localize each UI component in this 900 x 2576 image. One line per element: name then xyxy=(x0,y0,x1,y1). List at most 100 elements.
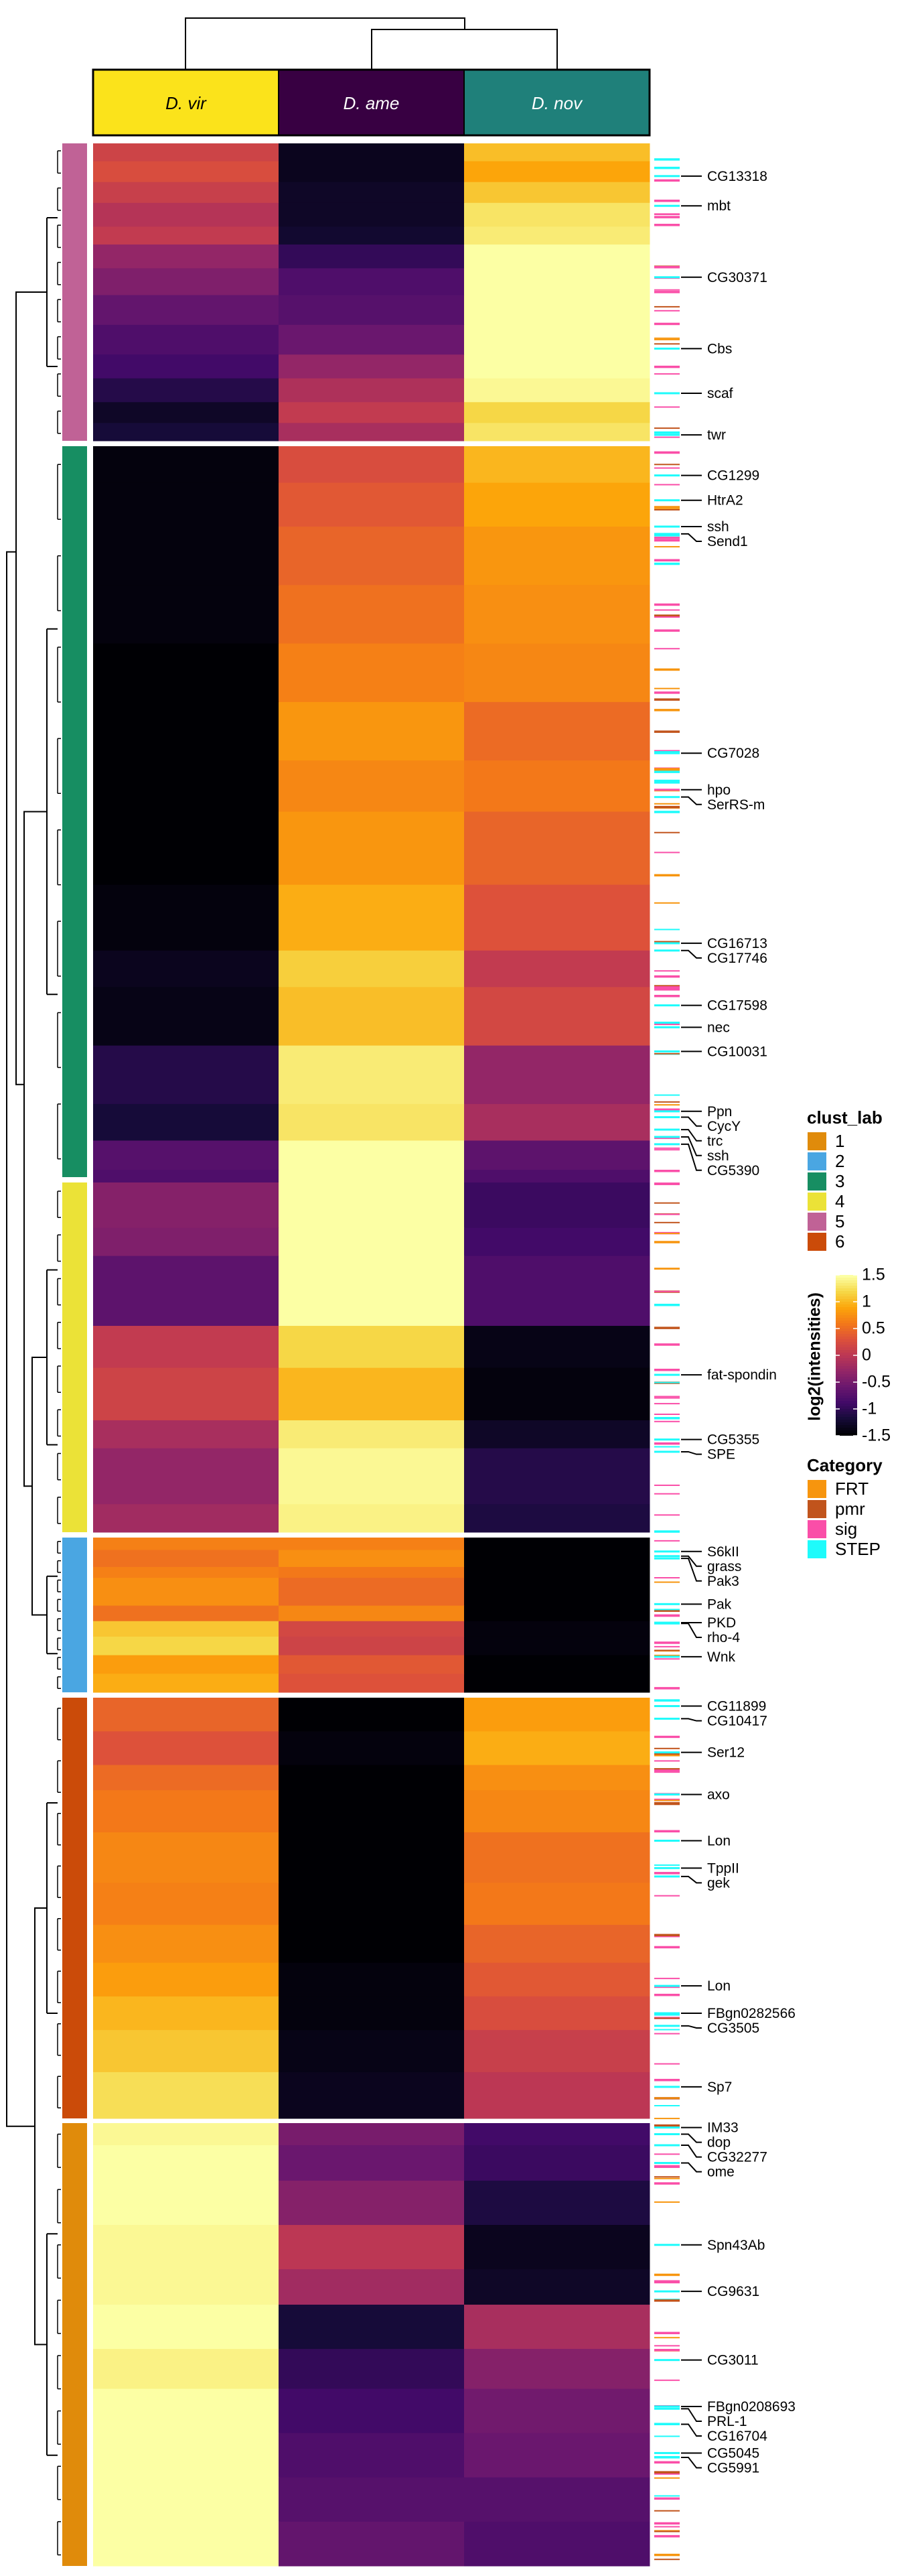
heatmap-cell xyxy=(279,1996,465,2031)
labeled-gene-tick xyxy=(654,1655,680,1658)
heatmap-cell xyxy=(279,446,465,484)
colorbar-segment xyxy=(836,1345,857,1348)
heatmap-cell xyxy=(279,354,465,379)
colorbar-tick-label: -1 xyxy=(862,1399,877,1418)
category-tick xyxy=(654,2435,680,2437)
heatmap-cell xyxy=(93,2225,279,2270)
gene-label: FBgn0282566 xyxy=(707,2006,796,2021)
colorbar-segment xyxy=(836,1409,857,1412)
category-tick xyxy=(654,1658,680,1660)
category-tick xyxy=(654,546,680,548)
category-tick xyxy=(654,289,680,291)
colorbar-segment xyxy=(836,1342,857,1345)
cluster-legend-label: 5 xyxy=(835,1211,845,1231)
colorbar-segment xyxy=(836,1318,857,1321)
colorbar-segment xyxy=(836,1286,857,1289)
category-tick xyxy=(654,994,680,998)
gene-label: twr xyxy=(707,427,726,443)
category-tick xyxy=(654,1934,680,1937)
gene-label: CG3011 xyxy=(707,2353,759,2368)
colorbar-segment xyxy=(836,1414,857,1418)
heatmap-cell xyxy=(93,1962,279,1997)
row-dendrogram-leaf xyxy=(57,1322,61,1349)
category-tick xyxy=(654,803,680,805)
heatmap-cell xyxy=(279,2305,465,2350)
heatmap-cell xyxy=(464,1605,650,1622)
category-tick xyxy=(654,2118,680,2120)
category-tick xyxy=(654,648,680,650)
cluster-legend-item: 3 xyxy=(807,1171,883,1191)
category-tick xyxy=(654,310,680,312)
category-tick xyxy=(654,509,680,511)
labeled-gene-tick xyxy=(654,2244,680,2246)
colorbar-segment xyxy=(836,1374,857,1377)
category-tick xyxy=(654,1830,680,1833)
row-dendrogram-branch xyxy=(15,291,47,1085)
category-tick xyxy=(654,1737,680,1739)
heatmap-cell xyxy=(279,1448,465,1505)
gene-label-connector xyxy=(681,1875,702,1884)
heatmap-cell xyxy=(93,1621,279,1637)
heatmap-cell xyxy=(93,2477,279,2522)
heatmap-cell xyxy=(93,760,279,812)
heatmap-cell xyxy=(464,1045,650,1105)
category-tick xyxy=(654,365,680,368)
colorbar-segment xyxy=(836,1307,857,1310)
labeled-gene-tick xyxy=(654,2126,680,2129)
category-tick xyxy=(654,1021,680,1024)
colorbar-segment xyxy=(836,1363,857,1367)
heatmap-cell xyxy=(464,161,650,183)
row-dendrogram-leaf xyxy=(57,261,61,285)
heatmap-cell xyxy=(279,1962,465,1997)
colorbar-segment xyxy=(836,1288,857,1292)
category-tick xyxy=(654,874,680,877)
category-tick xyxy=(654,1396,680,1398)
category-tick xyxy=(654,1109,680,1111)
heatmap-cell xyxy=(464,1883,650,1925)
category-tick xyxy=(654,1053,680,1055)
gene-label: PKD xyxy=(707,1615,736,1631)
category-tick xyxy=(654,562,680,565)
heatmap-cell xyxy=(93,354,279,379)
heatmap-cell xyxy=(93,2269,279,2305)
category-tick xyxy=(654,1221,680,1223)
colorbar-segment xyxy=(836,1329,857,1332)
heatmap-cell xyxy=(464,1256,650,1327)
heatmap-cell xyxy=(93,1367,279,1421)
row-dendrogram-leaf xyxy=(57,2521,61,2556)
gene-label-connector xyxy=(681,2145,702,2158)
heatmap-cell xyxy=(279,2030,465,2073)
gene-label: CG5991 xyxy=(707,2460,759,2476)
heatmap-cell xyxy=(279,1140,465,1170)
heatmap-cell xyxy=(279,1655,465,1674)
labeled-gene-tick xyxy=(654,1557,680,1560)
category-tick xyxy=(654,1101,680,1103)
heatmap-cell xyxy=(279,1731,465,1765)
heatmap-cell xyxy=(464,2072,650,2119)
category-tick xyxy=(654,2559,680,2561)
colorbar-segment xyxy=(836,1355,857,1359)
colorbar-segment xyxy=(836,1382,857,1385)
heatmap-cell xyxy=(93,202,279,227)
heatmap-cell xyxy=(93,143,279,162)
colorbar-segment xyxy=(836,1417,857,1420)
category-tick xyxy=(654,709,680,711)
category-tick xyxy=(654,781,680,784)
cluster-legend-item: 1 xyxy=(807,1131,883,1151)
category-tick xyxy=(654,2104,680,2106)
heatmap-cell xyxy=(464,1636,650,1656)
heatmap-cell xyxy=(279,1621,465,1637)
category-tick xyxy=(654,467,680,469)
labeled-gene-tick xyxy=(654,2025,680,2027)
heatmap-cell xyxy=(93,378,279,403)
row-dendrogram-leaf xyxy=(57,2410,61,2445)
labeled-gene-tick xyxy=(654,2423,680,2425)
gene-label-connector xyxy=(681,2457,702,2469)
heatmap-cell xyxy=(279,1832,465,1883)
cluster-annotation-strip xyxy=(62,143,87,441)
column-dendrogram-branch xyxy=(185,17,465,105)
category-legend: Category FRT pmr sig STEP xyxy=(807,1455,883,1559)
category-tick xyxy=(654,1368,680,1371)
labeled-gene-tick xyxy=(654,1603,680,1605)
